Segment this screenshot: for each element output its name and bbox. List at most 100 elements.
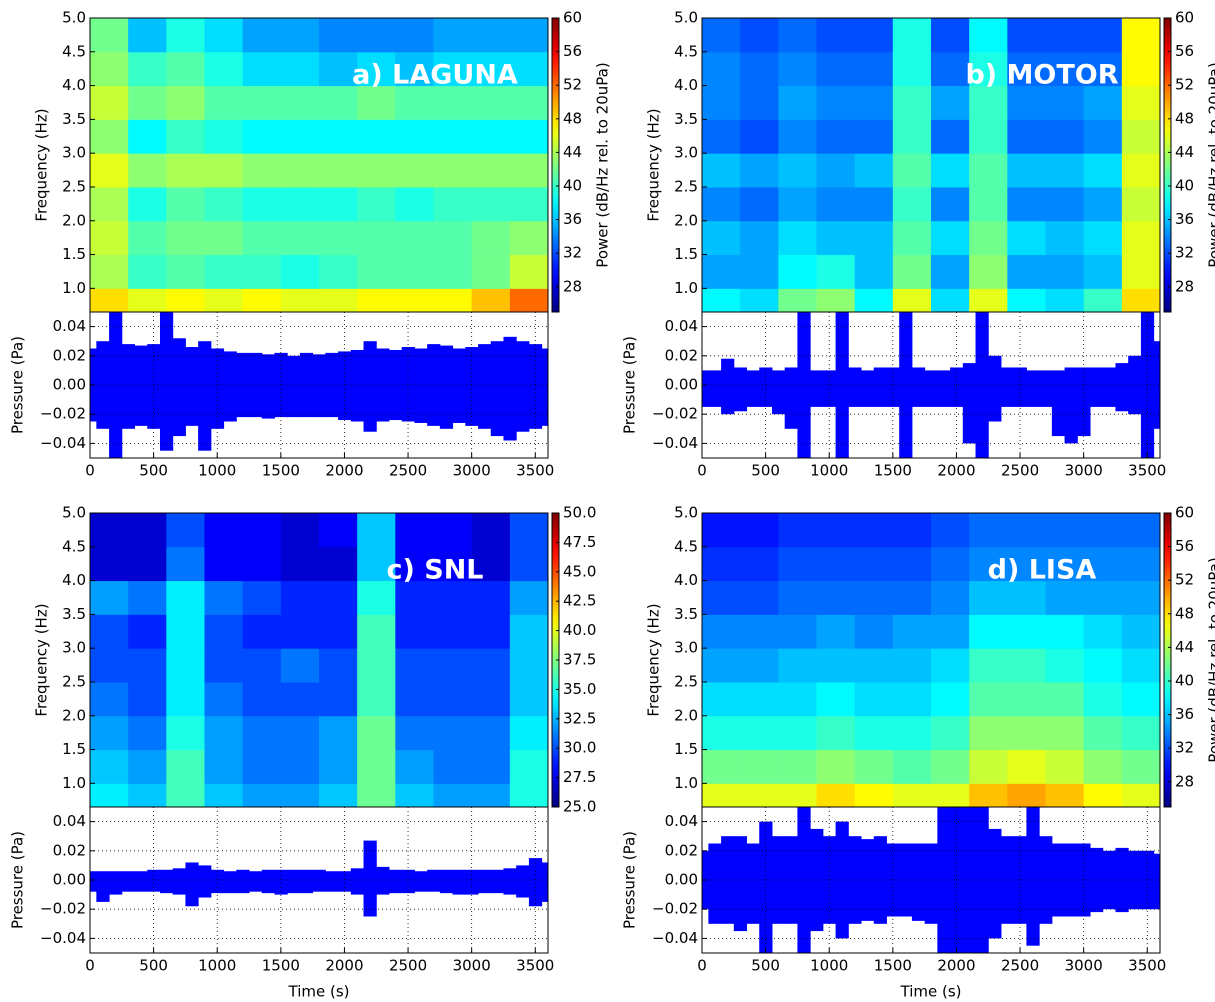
plot-frame [89, 806, 549, 954]
spectrogram-cell [816, 715, 856, 751]
x-tick-label: 0 [697, 957, 707, 975]
waveform-envelope [478, 869, 492, 894]
y-tick-label: 2.5 [62, 672, 86, 690]
spectrogram-cell [892, 681, 932, 717]
waveform-envelope [287, 869, 301, 894]
spectrogram-cell [740, 614, 779, 649]
waveform-envelope [746, 370, 760, 407]
spectrogram-cell [357, 580, 396, 615]
spectrogram-cell [1083, 186, 1123, 222]
spectrogram-cell [357, 715, 396, 751]
y-tick-label: 3.5 [674, 110, 698, 128]
x-tick-label: 1500 [262, 462, 300, 480]
spectrogram-cell [319, 288, 358, 313]
spectrogram-cell [319, 513, 358, 548]
spectrogram-cell [509, 186, 549, 222]
spectrogram-cell [854, 546, 894, 582]
colorbar-tick-label: 52 [1175, 571, 1194, 589]
spectrogram-cell [1045, 288, 1085, 313]
spectrogram-cell [1121, 614, 1161, 649]
spectrogram-cell [280, 18, 320, 53]
colorbar-tick-label: 48 [1175, 109, 1194, 127]
spectrogram-cell [892, 288, 932, 313]
waveform-envelope [708, 843, 722, 924]
spectrogram-cell [1045, 85, 1085, 120]
spectrogram-cell [433, 513, 473, 548]
colorbar-tick-label: 60 [563, 9, 582, 27]
spectrogram-cell [242, 254, 282, 289]
colorbar-tick-label: 32 [563, 244, 582, 262]
spectrogram-cell [128, 513, 167, 548]
spectrogram-cell [357, 220, 396, 256]
x-tick-label: 0 [697, 462, 707, 480]
waveform [702, 807, 1160, 953]
waveform-envelope [350, 868, 365, 895]
waveform-envelope [899, 312, 913, 458]
spectrogram-cell [433, 749, 473, 784]
waveform-envelope [1000, 836, 1015, 924]
waveform-envelope [911, 843, 926, 921]
spectrogram-cell [892, 119, 932, 154]
spectrogram-cell [128, 614, 167, 649]
waveform-envelope [427, 344, 441, 426]
spectrogram-cell [1121, 681, 1161, 717]
spectrogram-cell [395, 254, 434, 289]
spectrogram-cell [433, 546, 473, 582]
colorbar-tick-label: 56 [563, 42, 582, 60]
x-tick-label: 2000 [937, 462, 975, 480]
spectrogram-cell [1007, 254, 1046, 289]
y-axis-label: Pressure (Pa) [621, 831, 639, 929]
y-tick-label: 2.5 [674, 672, 698, 690]
waveform-envelope [1013, 367, 1027, 407]
spectrogram-cell [1007, 18, 1046, 53]
colorbar-tick-label: 42.5 [563, 592, 596, 610]
x-tick-label: 2500 [1001, 462, 1039, 480]
spectrogram-cell [931, 119, 970, 154]
spectrogram-cell [740, 220, 779, 256]
spectrogram-cell [702, 681, 741, 717]
spectrogram-cell [854, 749, 894, 784]
spectrogram-cell [854, 153, 894, 188]
spectrogram-cell [969, 614, 1008, 649]
y-axis-label: Frequency (Hz) [33, 603, 51, 716]
waveform-envelope [312, 354, 326, 418]
spectrogram-cell [395, 783, 434, 808]
spectrogram-cell [90, 783, 129, 808]
spectrogram-cell [242, 749, 282, 784]
waveform-envelope [733, 836, 748, 932]
x-tick-label: 1000 [198, 462, 236, 480]
spectrogram-cell [242, 783, 282, 808]
colorbar-tick-label: 32 [1175, 739, 1194, 757]
plot-frame [701, 311, 1161, 459]
spectrogram-cell [1083, 681, 1123, 717]
spectrogram-cell [471, 288, 511, 313]
x-tick-label: 3000 [453, 957, 491, 975]
spectrogram-cell [166, 546, 205, 582]
spectrogram-cell [242, 648, 282, 683]
spectrogram-cell [433, 85, 473, 120]
spectrogram-cell [892, 153, 932, 188]
spectrogram-cell [204, 513, 244, 548]
waveform-envelope [516, 341, 530, 432]
x-tick-label: 2000 [325, 462, 363, 480]
spectrogram-cell [892, 51, 932, 87]
spectrogram-cell [702, 513, 741, 548]
spectrogram-cell [854, 648, 894, 683]
spectrogram-cell [1121, 288, 1161, 313]
spectrogram-cell [892, 614, 932, 649]
colorbar-tick-label: 48 [1175, 604, 1194, 622]
spectrogram-cell [433, 186, 473, 222]
x-tick-label: 0 [85, 462, 95, 480]
y-tick-label: 0.02 [665, 346, 698, 364]
spectrogram-cell [280, 513, 320, 548]
y-tick-label: 3.0 [674, 639, 698, 657]
waveform [90, 840, 548, 917]
spectrogram-cell [357, 254, 396, 289]
spectrogram-cell [319, 119, 358, 154]
spectrogram-cell [395, 546, 434, 582]
spectrogram-cell [433, 648, 473, 683]
y-tick-label: 3.0 [674, 144, 698, 162]
waveform-envelope [439, 869, 454, 894]
spectrogram-cell [931, 153, 970, 188]
y-tick-label: 0.00 [53, 871, 86, 889]
